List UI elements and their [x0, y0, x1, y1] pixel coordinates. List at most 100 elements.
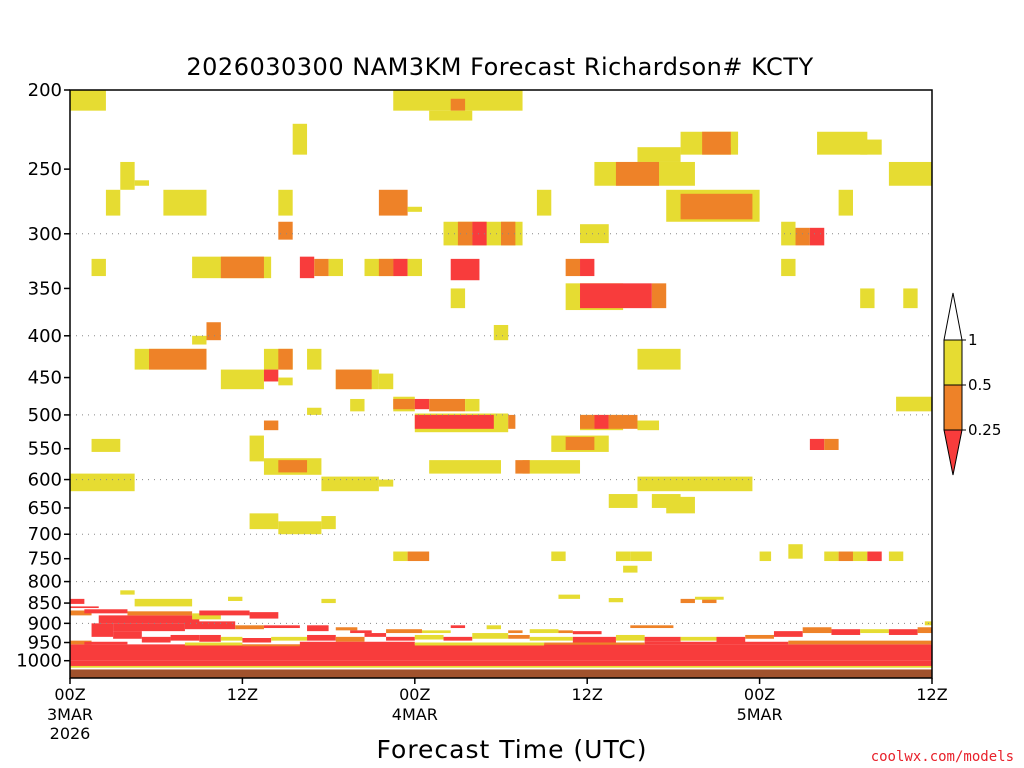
cell-ri-0.5-1 — [680, 636, 717, 641]
cell-ri-0.5-1 — [580, 224, 609, 244]
cell-ri-below-0.25 — [307, 625, 329, 632]
cell-ri-below-0.25 — [580, 283, 652, 309]
cell-ri-below-0.25 — [170, 634, 200, 641]
cell-ri-0.25-0.5 — [149, 348, 207, 370]
xtick-year: 2026 — [50, 724, 91, 743]
cell-ri-0.25-0.5 — [278, 460, 308, 473]
cell-ri-0.5-1 — [120, 590, 135, 595]
cell-ri-0.25-0.5 — [544, 642, 645, 645]
cell-ri-0.25-0.5 — [127, 611, 193, 616]
cell-ri-0.5-1 — [860, 629, 889, 634]
credit-text: coolwx.com/models — [871, 749, 1014, 765]
cell-ri-0.25-0.5 — [393, 398, 415, 410]
plot-frame — [69, 89, 933, 679]
cell-ri-below-0.25 — [141, 636, 171, 643]
cell-ri-0.25-0.5 — [508, 634, 530, 639]
cell-ri-0.5-1 — [70, 473, 135, 492]
cell-ri-0.25-0.5 — [565, 258, 581, 277]
cell-ri-below-0.25 — [572, 636, 616, 643]
colorbar-label: 1 — [968, 331, 978, 349]
cell-ri-0.5-1 — [378, 373, 394, 390]
cell-ri-0.25-0.5 — [314, 258, 329, 277]
cell-ri-below-0.25 — [386, 636, 415, 641]
cell-ri-below-0.25 — [450, 625, 466, 629]
cell-ri-0.5-1 — [472, 633, 509, 639]
cell-ri-below-0.25 — [364, 633, 387, 637]
cell-ri-0.5-1 — [134, 180, 150, 186]
colorbar-bin-yellow — [943, 339, 963, 386]
cell-ri-0.5-1 — [522, 460, 581, 474]
cell-ri-0.5-1 — [163, 189, 207, 216]
cell-ri-0.5-1 — [781, 221, 796, 246]
cell-ri-0.5-1 — [536, 189, 552, 216]
cell-ri-below-0.25 — [70, 644, 932, 661]
cell-ri-0.25-0.5 — [429, 398, 466, 412]
cell-ri-0.5-1 — [838, 189, 853, 216]
cell-ri-0.25-0.5 — [335, 369, 372, 390]
cell-ri-0.25-0.5 — [235, 625, 264, 630]
cell-ri-0.5-1 — [615, 634, 645, 641]
x-axis-label: Forecast Time (UTC) — [377, 735, 648, 764]
cell-ri-0.25-0.5 — [580, 414, 595, 429]
xtick-date: 3MAR — [47, 705, 93, 724]
cell-ri-0.25-0.5 — [824, 438, 839, 450]
cell-ri-0.25-0.5 — [335, 627, 358, 631]
colorbar-label: 0.25 — [968, 421, 1001, 439]
cell-ri-0.5-1 — [278, 189, 293, 216]
cell-ri-0.25-0.5 — [220, 256, 264, 279]
cell-ri-below-0.25 — [644, 641, 789, 645]
cell-ri-0.5-1 — [493, 324, 509, 341]
cell-ri-0.5-1 — [608, 598, 624, 603]
cell-ri-0.25-0.5 — [917, 627, 932, 634]
cell-ri-0.5-1 — [666, 496, 695, 514]
cell-ri-0.5-1 — [903, 288, 918, 309]
cell-ri-0.25-0.5 — [242, 644, 300, 647]
cell-ri-below-0.25 — [113, 623, 185, 632]
cell-ri-0.5-1 — [70, 90, 106, 111]
ytick-label: 450 — [28, 368, 62, 389]
cell-ri-0.5-1 — [852, 551, 868, 562]
cell-ri-0.25-0.5 — [702, 131, 731, 155]
cell-ri-below-0.25 — [809, 227, 825, 246]
cell-ri-0.25-0.5 — [788, 640, 932, 645]
cell-ri-0.5-1 — [278, 377, 293, 386]
cell-ri-0.25-0.5 — [608, 414, 638, 429]
cell-ri-0.5-1 — [888, 161, 932, 186]
cell-ri-0.5-1 — [220, 369, 264, 390]
cell-ri-0.5-1 — [105, 189, 121, 216]
cell-ri-below-0.25 — [249, 612, 279, 619]
ytick-label: 900 — [28, 613, 62, 634]
cell-ri-below-0.25 — [70, 598, 85, 604]
ytick-label: 550 — [28, 439, 62, 460]
ground-band — [70, 669, 932, 678]
ytick-label: 600 — [28, 470, 62, 491]
cell-ri-0.5-1 — [307, 407, 322, 415]
cell-ri-0.25-0.5 — [838, 551, 853, 562]
cell-ri-below-0.25 — [867, 551, 882, 562]
cell-ri-0.5-1 — [407, 206, 422, 212]
chart-title: 2026030300 NAM3KM Forecast Richardson# K… — [186, 53, 813, 81]
cell-ri-0.25-0.5 — [651, 283, 667, 309]
cell-ri-0.5-1 — [407, 258, 422, 277]
colorbar-bin-orange — [943, 384, 963, 431]
cell-ri-0.25-0.5 — [70, 640, 92, 645]
cell-ri-0.5-1 — [824, 551, 839, 562]
cell-ri-0.5-1 — [694, 596, 724, 600]
cell-ri-0.5-1 — [558, 594, 581, 599]
cell-ri-0.5-1 — [781, 258, 796, 277]
cell-ri-below-0.25 — [414, 398, 430, 410]
cell-ri-below-0.25 — [299, 641, 415, 645]
cell-ri-0.5-1 — [896, 396, 932, 412]
ytick-label: 850 — [28, 593, 62, 614]
ytick-label: 950 — [28, 633, 62, 654]
cell-ri-below-0.25 — [443, 636, 473, 641]
xtick-label: 00Z — [744, 685, 775, 704]
xtick-label: 12Z — [227, 685, 258, 704]
cell-ri-0.5-1 — [888, 551, 904, 562]
cell-ri-0.25-0.5 — [615, 161, 660, 186]
cell-ri-0.5-1 — [529, 636, 573, 641]
cell-ri-0.5-1 — [551, 551, 566, 562]
cell-ri-0.25-0.5 — [278, 348, 293, 370]
cell-ri-0.5-1 — [486, 625, 501, 630]
cell-ri-0.5-1 — [414, 642, 545, 646]
